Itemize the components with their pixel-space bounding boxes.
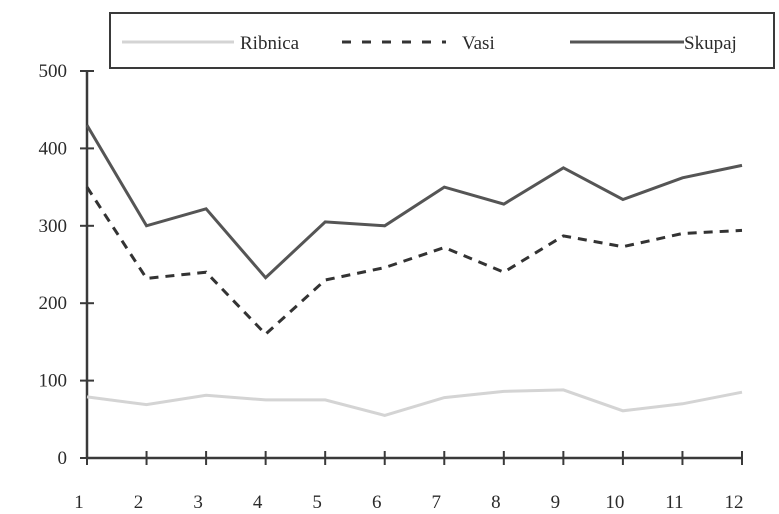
- x-tick-label: 11: [665, 492, 683, 513]
- legend-label-ribnica: Ribnica: [240, 33, 300, 54]
- y-tick-label: 300: [39, 216, 68, 237]
- y-tick-label: 500: [39, 61, 68, 82]
- y-tick-label: 100: [39, 371, 68, 392]
- x-tick-label: 10: [605, 492, 624, 513]
- y-tick-label: 200: [39, 293, 68, 314]
- legend-label-vasi: Vasi: [462, 33, 495, 54]
- x-tick-label: 1: [74, 492, 84, 513]
- series-group: [85, 124, 743, 417]
- legend: Ribnica Vasi Skupaj: [109, 12, 775, 69]
- x-tick-label: 7: [432, 492, 442, 513]
- x-tick-label: 4: [253, 492, 263, 513]
- series-line-skupaj: [85, 124, 743, 280]
- series-line-ribnica: [86, 388, 743, 417]
- x-tick-label: 9: [551, 492, 561, 513]
- x-tick-label: 6: [372, 492, 382, 513]
- legend-label-skupaj: Skupaj: [684, 33, 737, 54]
- x-tick-label: 5: [312, 492, 322, 513]
- x-tick-label: 12: [725, 492, 744, 513]
- y-tick-label: 0: [58, 448, 68, 469]
- x-tick-label: 2: [134, 492, 144, 513]
- x-tick-label: 8: [491, 492, 501, 513]
- x-tick-label: 3: [193, 492, 203, 513]
- series-line-vasi: [85, 186, 743, 337]
- y-tick-label: 400: [39, 138, 68, 159]
